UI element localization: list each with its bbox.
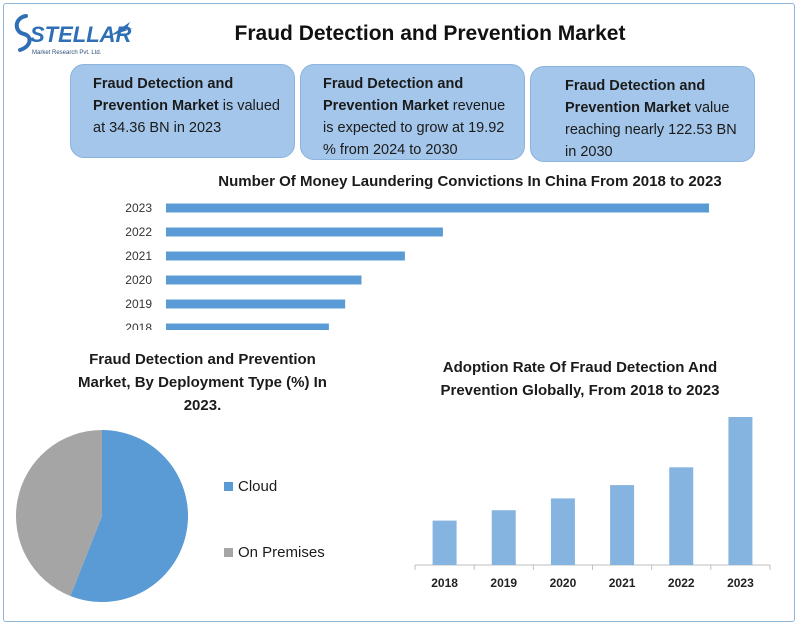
info-box-growth-bold: Fraud Detection and Prevention Market bbox=[323, 76, 464, 114]
stellar-logo: STELLAR Market Research Pvt. Ltd. bbox=[14, 14, 134, 56]
y-tick-label: 2021 bbox=[125, 249, 152, 263]
legend-label-cloud: Cloud bbox=[238, 478, 278, 495]
bar-2021 bbox=[610, 485, 635, 565]
legend-swatch-cloud bbox=[224, 482, 233, 491]
convictions-bar-chart: 2023 2022 2021 2020 2019 2018 bbox=[125, 201, 709, 330]
x-tick-label: 2018 bbox=[431, 576, 458, 590]
y-tick-label: 2020 bbox=[125, 273, 152, 287]
adoption-chart-title: Adoption Rate Of Fraud Detection And Pre… bbox=[440, 359, 720, 399]
bar-2020 bbox=[550, 498, 575, 565]
bar-2020 bbox=[166, 275, 362, 285]
page-title: Fraud Detection and Prevention Market bbox=[234, 22, 626, 45]
logo-tagline: Market Research Pvt. Ltd. bbox=[32, 50, 102, 56]
adoption-bar-chart: 2018 2019 2020 2021 2022 2023 bbox=[414, 417, 771, 590]
bar-2022 bbox=[669, 467, 694, 565]
bar-2023 bbox=[166, 203, 709, 213]
info-box-forecast: Fraud Detection and Prevention Market va… bbox=[530, 66, 755, 162]
bar-2021 bbox=[166, 251, 405, 261]
info-box-growth: Fraud Detection and Prevention Market re… bbox=[300, 64, 525, 160]
info-box-forecast-bold: Fraud Detection and Prevention Market bbox=[565, 78, 706, 116]
legend-item-on-premises: On Premises bbox=[224, 544, 325, 561]
x-tick-label: 2021 bbox=[609, 576, 636, 590]
bar-2018 bbox=[166, 323, 329, 330]
legend-swatch-on-premises bbox=[224, 548, 233, 557]
deployment-pie-chart bbox=[15, 430, 188, 602]
page-frame bbox=[3, 3, 795, 622]
bar-2019 bbox=[491, 510, 516, 565]
bar-2023 bbox=[728, 417, 753, 565]
convictions-chart-title: Number Of Money Laundering Convictions I… bbox=[218, 173, 722, 190]
info-box-forecast-text: value reaching nearly 122.53 BN in 2030 bbox=[565, 100, 737, 160]
legend-label-on-premises: On Premises bbox=[238, 544, 325, 561]
pie-slice-on-premises bbox=[15, 430, 102, 596]
y-tick-label: 2018 bbox=[125, 321, 152, 330]
y-tick-label: 2019 bbox=[125, 297, 152, 311]
info-box-valuation-text: is valued at 34.36 BN in 2023 bbox=[93, 98, 280, 136]
x-tick-label: 2019 bbox=[490, 576, 517, 590]
deployment-chart-title: Fraud Detection and Prevention Market, B… bbox=[78, 351, 327, 414]
y-tick-label: 2022 bbox=[125, 225, 152, 239]
pie-slice-cloud bbox=[70, 430, 188, 602]
info-box-growth-text: revenue is expected to grow at 19.92 % f… bbox=[323, 98, 506, 158]
legend-item-cloud: Cloud bbox=[224, 478, 277, 495]
info-box-valuation-bold: Fraud Detection and Prevention Market bbox=[93, 76, 234, 114]
y-tick-label: 2023 bbox=[125, 201, 152, 215]
info-box-valuation: Fraud Detection and Prevention Market is… bbox=[70, 64, 295, 158]
bar-2018 bbox=[432, 520, 457, 565]
x-tick-label: 2020 bbox=[550, 576, 577, 590]
x-tick-label: 2022 bbox=[668, 576, 695, 590]
x-tick-label: 2023 bbox=[727, 576, 754, 590]
bar-2019 bbox=[166, 299, 346, 309]
bar-2022 bbox=[166, 227, 443, 237]
logo-text: STELLAR bbox=[30, 22, 132, 47]
